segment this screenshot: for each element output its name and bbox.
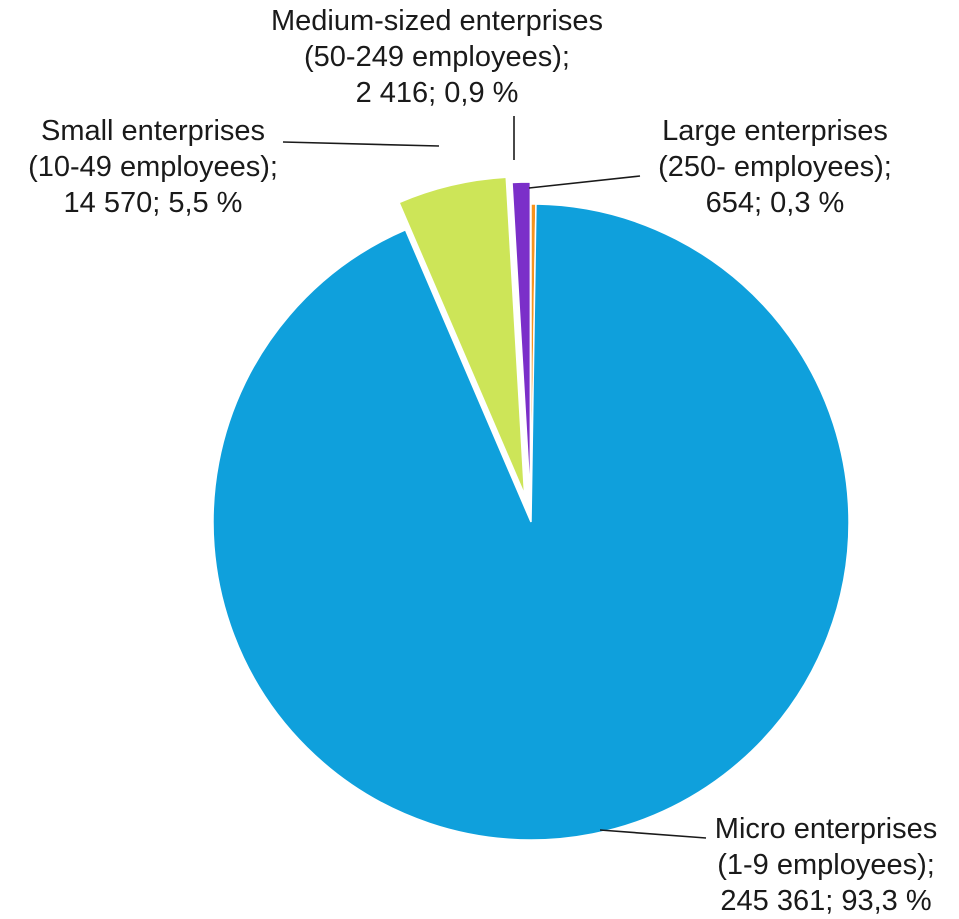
data-label-micro-enterprises: Micro enterprises (1-9 employees); 245 361… xyxy=(715,813,937,917)
data-label-line: 14 570; 5,5 % xyxy=(64,187,243,219)
pie-slices xyxy=(212,176,850,841)
data-label-line: 245 361; 93,3 % xyxy=(720,885,931,917)
data-label-medium-sized-enterprises: Medium-sized enterprises (50-249 employee… xyxy=(271,5,603,109)
data-label-line: (10-49 employees); xyxy=(28,151,278,183)
data-label-line: (250- employees); xyxy=(658,151,892,183)
leader-line-micro-enterprises xyxy=(599,829,707,839)
pie-slice-micro-enterprises xyxy=(212,203,850,841)
leader-line-small-enterprises xyxy=(282,141,440,147)
pie-slice-medium-sized-enterprises xyxy=(511,181,532,501)
slice-labels: Large enterprises (250- employees); 654; 0… xyxy=(28,5,937,917)
data-label-line: 2 416; 0,9 % xyxy=(356,77,519,109)
data-label-line: (50-249 employees); xyxy=(304,41,570,73)
data-label-large-enterprises: Large enterprises (250- employees); 654; 0… xyxy=(658,115,892,219)
data-label-line: Large enterprises xyxy=(662,115,888,147)
data-label-line: Medium-sized enterprises xyxy=(271,5,603,37)
leader-lines xyxy=(282,116,707,839)
data-label-line: Small enterprises xyxy=(41,115,265,147)
leader-line-large-enterprises xyxy=(528,175,641,189)
data-label-small-enterprises: Small enterprises (10-49 employees); 14 57… xyxy=(28,115,278,219)
data-label-line: 654; 0,3 % xyxy=(706,187,845,219)
pie-slice-small-enterprises xyxy=(398,176,526,496)
data-label-line: Micro enterprises xyxy=(715,813,937,845)
data-label-line: (1-9 employees); xyxy=(717,849,935,881)
